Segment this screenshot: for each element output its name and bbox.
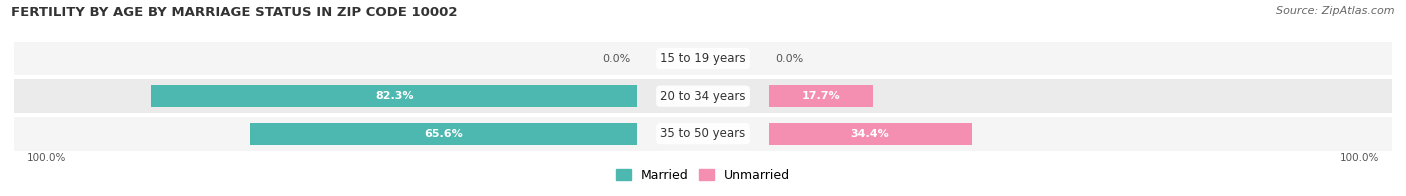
- Text: 65.6%: 65.6%: [425, 129, 463, 139]
- Bar: [14, 117, 1392, 151]
- Text: 17.7%: 17.7%: [801, 91, 841, 101]
- Text: 20 to 34 years: 20 to 34 years: [661, 90, 745, 103]
- Bar: [769, 123, 972, 145]
- Text: FERTILITY BY AGE BY MARRIAGE STATUS IN ZIP CODE 10002: FERTILITY BY AGE BY MARRIAGE STATUS IN Z…: [11, 6, 458, 19]
- Text: 100.0%: 100.0%: [1340, 153, 1379, 163]
- Text: 0.0%: 0.0%: [603, 54, 631, 64]
- Text: 15 to 19 years: 15 to 19 years: [661, 52, 745, 65]
- Bar: [14, 42, 1392, 75]
- Bar: [769, 85, 873, 107]
- Text: Source: ZipAtlas.com: Source: ZipAtlas.com: [1277, 6, 1395, 16]
- Text: 35 to 50 years: 35 to 50 years: [661, 127, 745, 140]
- Text: 0.0%: 0.0%: [775, 54, 803, 64]
- Text: 34.4%: 34.4%: [851, 129, 890, 139]
- Bar: [14, 79, 1392, 113]
- Text: 82.3%: 82.3%: [375, 91, 413, 101]
- Bar: [250, 123, 637, 145]
- Legend: Married, Unmarried: Married, Unmarried: [616, 169, 790, 182]
- Bar: [152, 85, 637, 107]
- Text: 100.0%: 100.0%: [27, 153, 66, 163]
